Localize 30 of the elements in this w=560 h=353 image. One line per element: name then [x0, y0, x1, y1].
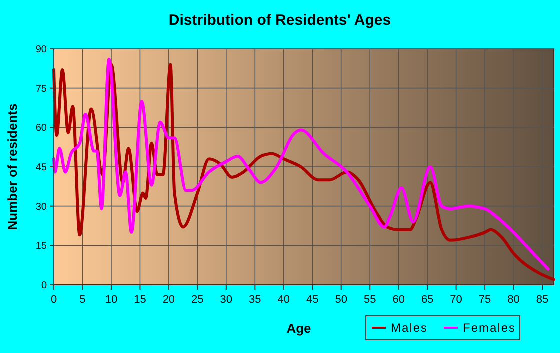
x-tick-label: 10: [105, 294, 118, 306]
y-tick-label: 15: [36, 241, 48, 252]
y-tick-label: 30: [36, 202, 48, 213]
y-tick-label: 0: [41, 280, 48, 292]
x-tick-label: 40: [278, 294, 290, 306]
y-tick-label: 45: [36, 162, 48, 174]
x-tick-label: 25: [192, 294, 204, 306]
x-tick-label: 80: [508, 294, 520, 306]
y-tick-label: 75: [36, 84, 48, 95]
x-tick-label: 35: [249, 294, 262, 306]
x-tick-label: 85: [536, 294, 549, 306]
x-tick-label: 15: [134, 294, 146, 306]
y-axis-title: Number of residents: [5, 104, 20, 230]
legend-label: Females: [463, 321, 516, 336]
chart-title: Distribution of Residents' Ages: [168, 12, 392, 29]
x-axis-title: Age: [286, 321, 312, 336]
x-tick-label: 5: [80, 294, 86, 306]
x-tick-label: 20: [162, 294, 176, 306]
x-tick-label: 75: [478, 294, 492, 306]
x-tick-label: 70: [450, 294, 462, 306]
y-tick-label: 60: [36, 123, 48, 134]
x-tick-label: 45: [306, 294, 319, 306]
x-tick-label: 60: [392, 294, 405, 306]
x-tick-label: 65: [421, 294, 434, 306]
y-tick-label: 90: [36, 44, 48, 56]
x-tick-label: 55: [364, 294, 376, 306]
x-tick-label: 30: [220, 294, 233, 306]
legend-label: Males: [391, 321, 428, 336]
x-tick-label: 0: [50, 294, 58, 306]
x-tick-label: 50: [335, 294, 348, 306]
